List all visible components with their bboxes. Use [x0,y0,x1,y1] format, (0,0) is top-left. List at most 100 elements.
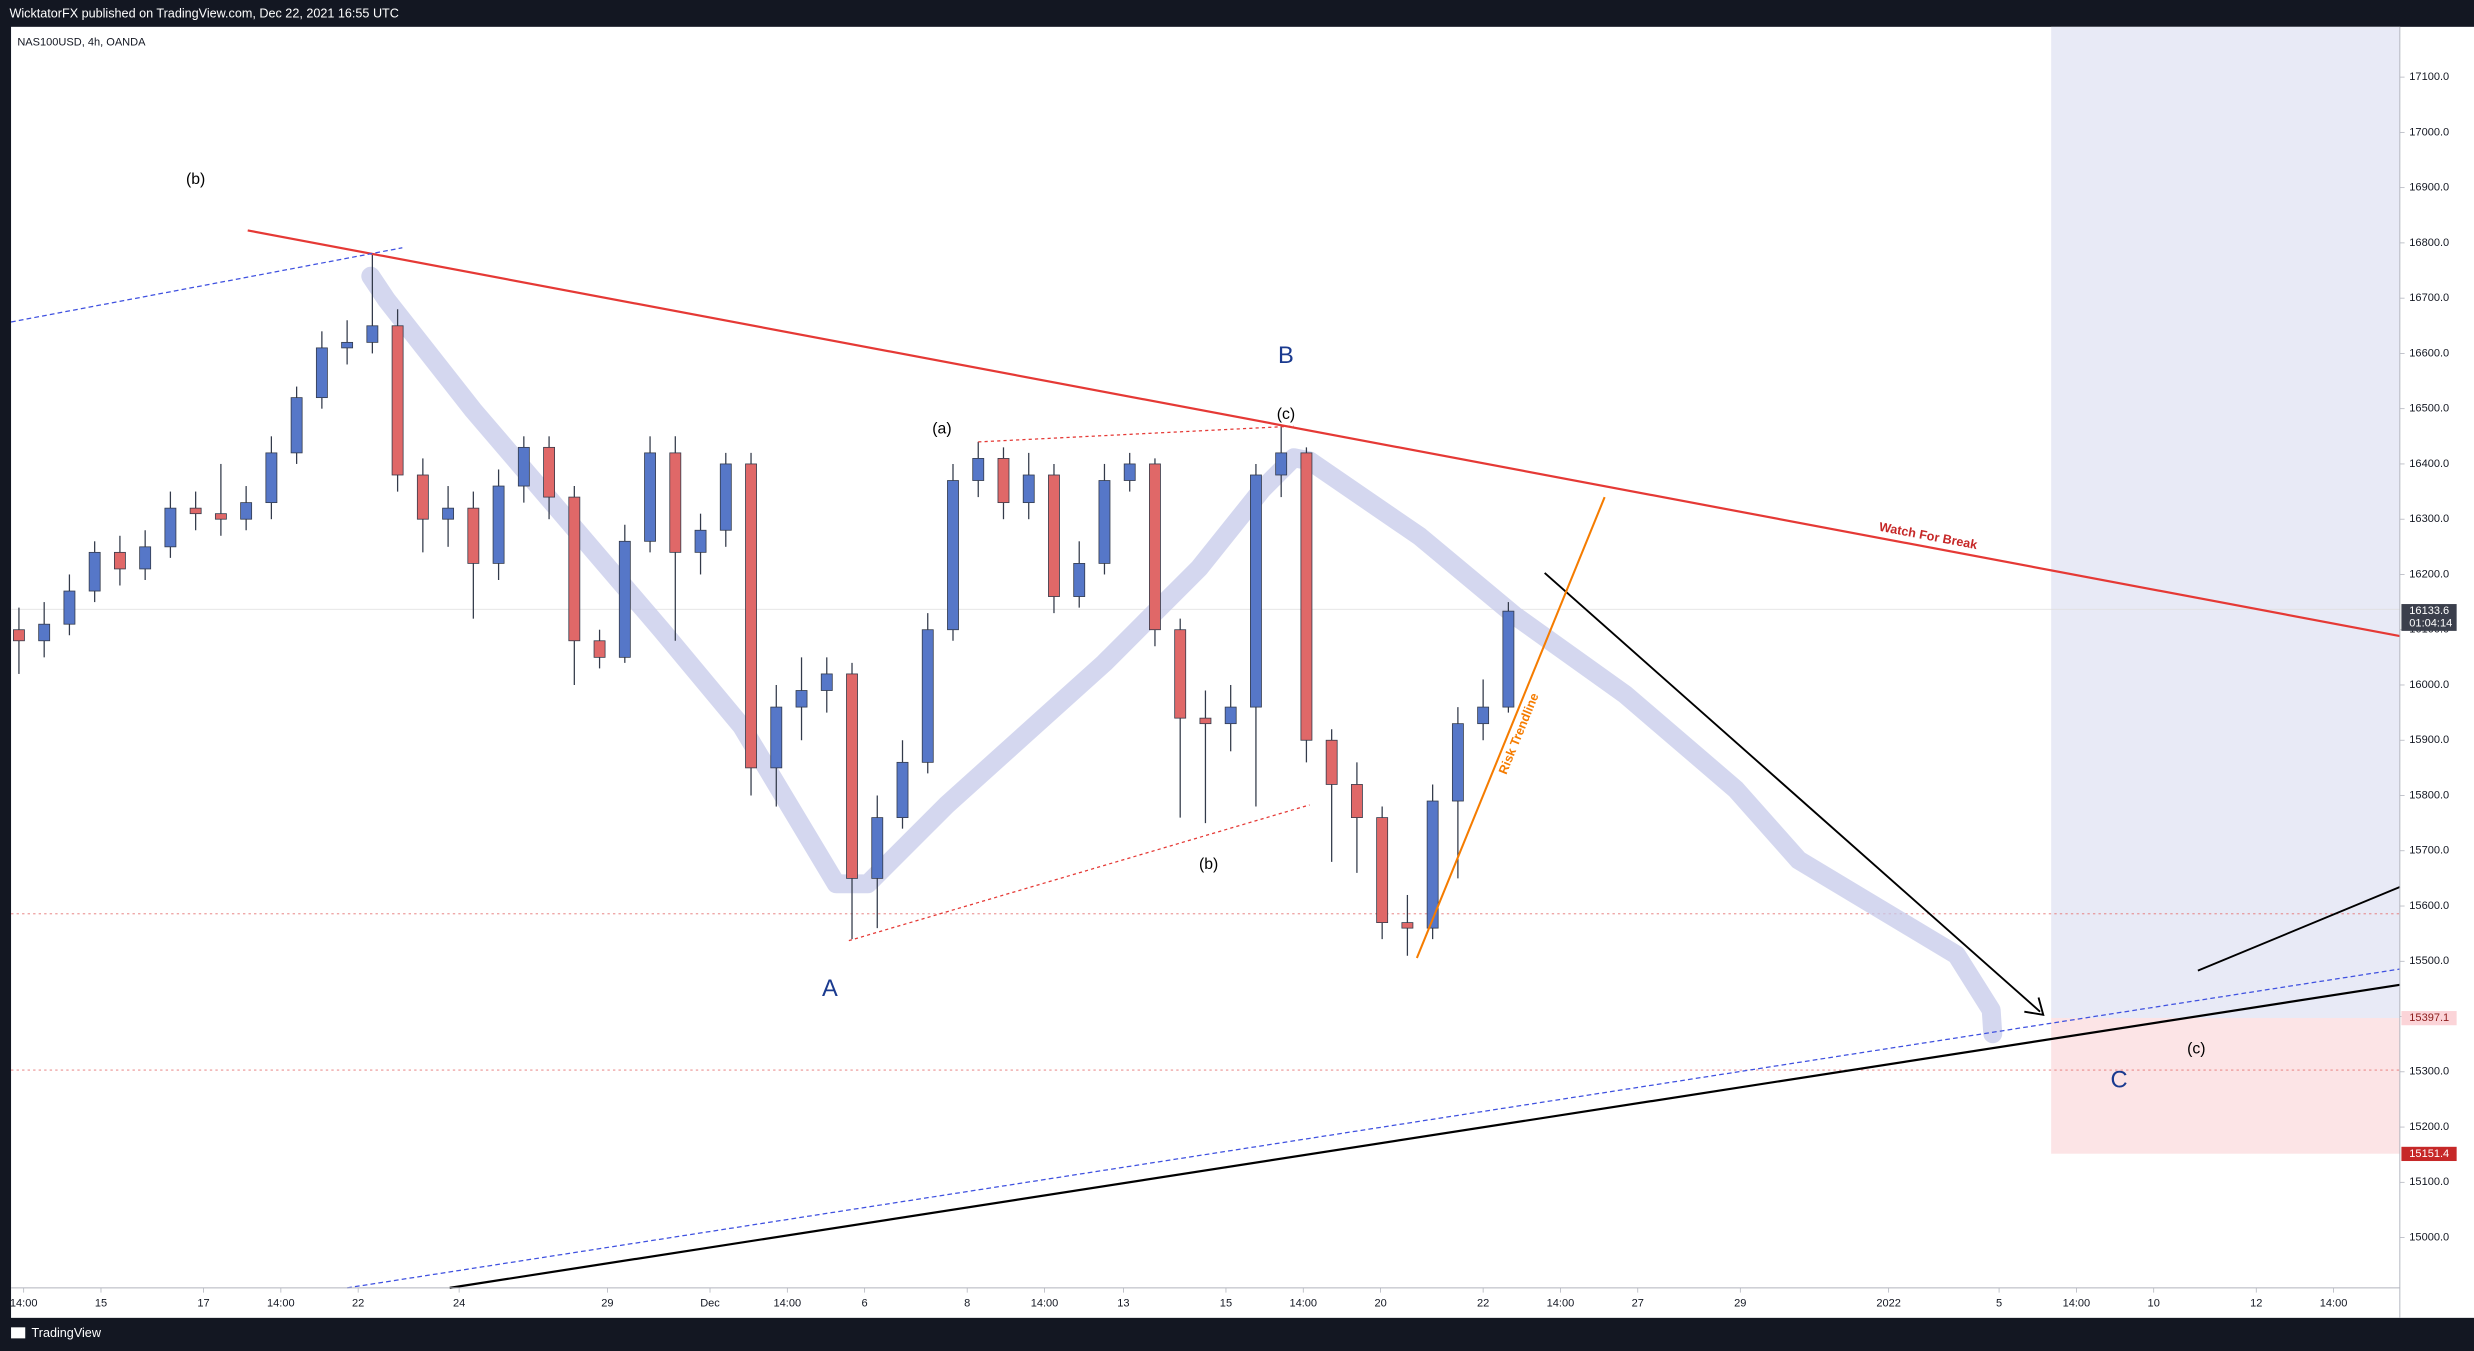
y-tick-label: 16300.0 [2409,513,2449,525]
wave-label: B [1278,343,1294,369]
candle-body [1123,463,1136,481]
footer-brand: TradingView [32,1326,102,1340]
wave-label: (c) [2187,1041,2205,1058]
candle-body [1477,706,1490,725]
candle-body [1149,463,1161,631]
candle-body [467,507,480,564]
candle-body [593,640,606,658]
wave-line [978,425,1294,443]
candle-body [871,817,884,879]
arrow-head [2024,997,2045,1017]
candle-body [1199,717,1212,725]
x-tick-label: 20 [1374,1298,1386,1310]
candle-body [921,629,934,763]
candle-body [416,474,429,520]
x-tick-label: 6 [862,1298,868,1310]
x-tick-label: 13 [1117,1298,1129,1310]
y-tick-label: 15900.0 [2409,734,2449,746]
candle-body [719,463,732,531]
wave-label: A [822,976,838,1002]
y-tick-label: 15000.0 [2409,1232,2449,1244]
x-tick-label: 14:00 [10,1298,38,1310]
x-tick-label: 29 [1734,1298,1746,1310]
candle-body [568,496,581,642]
candle-body [1401,922,1414,929]
candle-body [745,463,757,769]
candle-body [947,480,959,631]
wave-label: (b) [1199,856,1218,873]
wave-label: (b) [186,171,205,188]
price-tag-label: 15397.1 [2409,1012,2449,1024]
candle-body [1174,629,1187,719]
x-tick-label: Dec [700,1298,720,1310]
candle-body [189,507,202,515]
candle-body [290,397,303,454]
y-tick-label: 15300.0 [2409,1066,2449,1078]
candle-body [1048,474,1060,597]
candle-body [1224,706,1237,725]
y-tick-label: 17100.0 [2409,71,2449,83]
x-tick-label: 8 [964,1298,970,1310]
x-tick-label: 14:00 [2320,1298,2348,1310]
price-tag-label: 15151.4 [2409,1148,2449,1160]
price-tag [2401,1146,2457,1162]
y-tick-label: 16700.0 [2409,292,2449,304]
target-zone [2051,1017,2400,1154]
x-tick-label: 14:00 [267,1298,295,1310]
candle-body [618,540,631,658]
y-tick-label: 16200.0 [2409,568,2449,580]
y-tick-label: 16900.0 [2409,182,2449,194]
candle-body [1250,474,1262,708]
x-tick-label: 17 [197,1298,209,1310]
symbol-title: NAS100USD, 4h, OANDA [17,37,146,49]
projection-arrow [1544,572,2041,1013]
y-tick-label: 15200.0 [2409,1121,2449,1133]
wave-line [848,804,1310,942]
candle-body [669,452,682,553]
candle-body [391,325,404,476]
candle-body [88,551,101,592]
y-tick-label: 15700.0 [2409,845,2449,857]
candle-body [63,590,76,625]
wave-path [361,266,2003,1044]
x-tick-label: 27 [1632,1298,1644,1310]
x-tick-label: 22 [352,1298,364,1310]
candle-body [1325,739,1338,785]
x-tick-label: 14:00 [2063,1298,2091,1310]
x-tick-label: 14:00 [1547,1298,1575,1310]
x-tick-label: 14:00 [774,1298,802,1310]
candle-body [265,452,278,504]
y-tick-label: 15100.0 [2409,1176,2449,1188]
x-tick-label: 24 [453,1298,465,1310]
x-tick-label: 15 [95,1298,107,1310]
x-tick-label: 5 [1996,1298,2002,1310]
candle-body [896,761,909,818]
candle-body [846,673,858,879]
y-tick-label: 15600.0 [2409,900,2449,912]
channel-line [347,968,2400,1289]
candle-body [1350,784,1363,818]
candle-body [1426,800,1439,929]
candle-body [1376,817,1389,923]
candle-body [1098,480,1111,564]
candle-body [492,485,505,564]
candle-body [240,502,253,520]
candle-body [997,458,1010,504]
candle-body [113,551,126,570]
forecast-zone [2051,26,2400,1018]
channel-line [10,247,403,323]
x-tick-label: 15 [1220,1298,1232,1310]
candle-body [315,347,328,399]
candles [13,253,1515,956]
candle-body [13,629,25,642]
y-tick-label: 15500.0 [2409,955,2449,967]
resistance-trendline [247,229,2401,638]
candle-body [139,546,152,570]
candle-body [1022,474,1035,504]
y-tick-label: 16000.0 [2409,679,2449,691]
price-tag [2401,604,2457,631]
brand-logo [11,1327,26,1339]
price-tag-label: 16133.6 [2409,605,2449,617]
